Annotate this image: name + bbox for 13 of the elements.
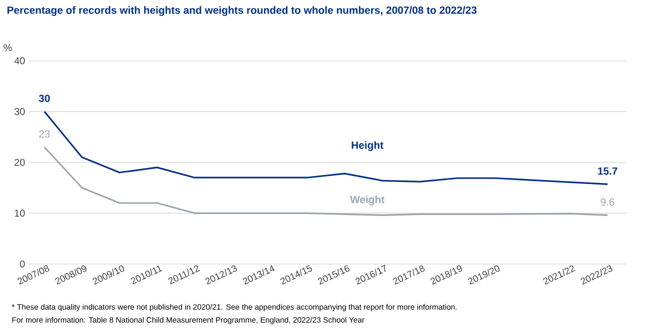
chart-title: Percentage of records with heights and weights rounded to whole numbers, 2007/08 to 2022/23 <box>7 6 477 16</box>
y-tick-label: 30 <box>14 108 25 116</box>
y-tick-label: 10 <box>14 210 25 217</box>
data-label: 9.6 <box>600 198 614 206</box>
data-label: 15.7 <box>598 168 618 175</box>
text: Height <box>352 141 384 152</box>
data-label: 30 <box>38 94 50 102</box>
y-tick-label: 20 <box>14 158 25 166</box>
y-tick-label: 40 <box>14 57 25 64</box>
series-label: Weight <box>350 196 384 206</box>
y-tick-label: 0 <box>20 260 25 268</box>
y-axis-title: % <box>4 44 12 52</box>
data-label: 23 <box>39 130 50 138</box>
